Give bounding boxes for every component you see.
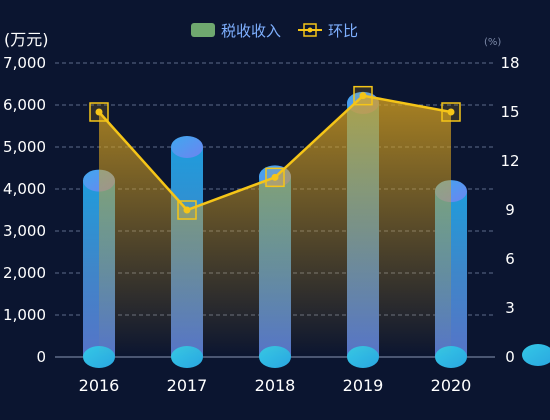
x-tick-label: 2020 — [431, 376, 472, 395]
x-tick-label: 2016 — [79, 376, 120, 395]
legend-marker-ratio[interactable] — [303, 23, 317, 37]
y-left-tick-label: 5,000 — [3, 138, 46, 156]
y-right-ticks: 0 3 6 9 12 15 18 — [500, 54, 519, 366]
legend-swatch-tax[interactable] — [191, 23, 215, 37]
x-tick-label: 2019 — [343, 376, 384, 395]
x-tick-label: 2018 — [255, 376, 296, 395]
y-left-tick-label: 3,000 — [3, 222, 46, 240]
y-left-tick-label: 7,000 — [3, 54, 46, 72]
line-series — [89, 85, 461, 220]
y-left-tick-label: 2,000 — [3, 264, 46, 282]
y-left-tick-label: 0 — [36, 348, 46, 366]
y-right-tick-label: 12 — [500, 152, 519, 170]
y-right-unit-label: (%) — [484, 37, 501, 48]
y-right-tick-label: 6 — [505, 250, 515, 268]
legend-dot-ratio — [307, 27, 313, 33]
legend-label-ratio[interactable]: 环比 — [328, 22, 358, 40]
legend: 税收收入 环比 — [191, 22, 358, 40]
x-axis-ticks: 2016 2017 2018 2019 2020 — [79, 376, 472, 395]
y-right-tick-label: 0 — [505, 348, 515, 366]
legend-label-tax[interactable]: 税收收入 — [221, 22, 281, 40]
y-left-tick-label: 6,000 — [3, 96, 46, 114]
y-left-tick-label: 4,000 — [3, 180, 46, 198]
line-point — [447, 108, 455, 116]
bar-cap — [171, 136, 203, 158]
line-point — [359, 92, 367, 100]
y-right-tick-label: 18 — [500, 54, 519, 72]
y-left-tick-label: 1,000 — [3, 306, 46, 324]
y-left-unit-label: (万元) — [4, 30, 49, 49]
line-point — [95, 108, 103, 116]
line-area-fill — [99, 95, 451, 358]
y-left-ticks: 0 1,000 2,000 3,000 4,000 5,000 6,000 7,000 — [3, 54, 46, 366]
line-point — [271, 173, 279, 181]
y-right-tick-label: 9 — [505, 201, 515, 219]
bar-base-extra — [522, 344, 550, 366]
y-right-tick-label: 3 — [505, 299, 515, 317]
x-tick-label: 2017 — [167, 376, 208, 395]
line-area — [99, 95, 451, 358]
line-point — [183, 206, 191, 214]
y-right-tick-label: 15 — [500, 103, 519, 121]
